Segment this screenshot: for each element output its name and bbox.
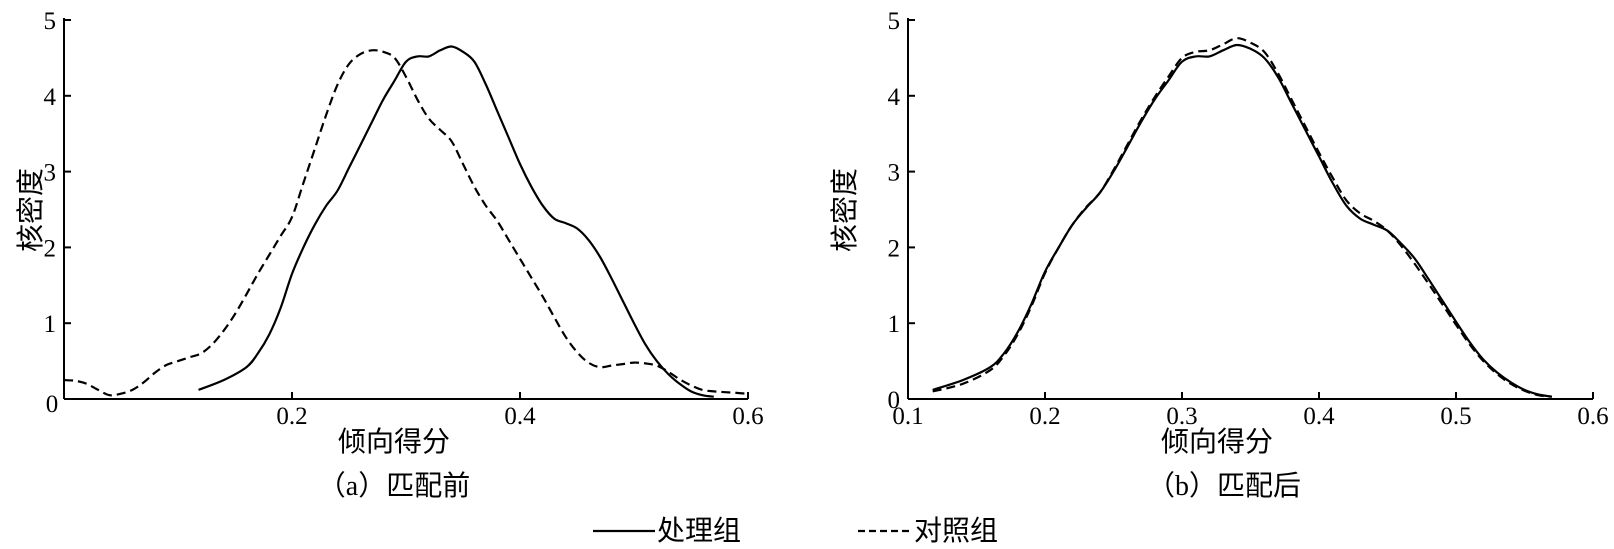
- panel-a-caption: （a）匹配前: [318, 470, 470, 502]
- panel-a-x-tick-label: 0.6: [732, 403, 763, 430]
- panel-b-y-tick-label: 1: [888, 311, 901, 338]
- panel-b-series-treatment-group: [932, 43, 1553, 398]
- panel-a-x-tick-label: 0.2: [276, 403, 307, 430]
- panel-a-series-treatment-group: [198, 45, 714, 398]
- panel-a-before-matching: 1 2 3 4 5 0.2 0.4 0.6 核密度 倾向得分 （a）匹配前 0: [15, 8, 764, 502]
- panel-a-x-axis-title: 倾向得分: [338, 426, 450, 458]
- panel-a-y-tick-label: 3: [44, 160, 57, 187]
- panel-b-x-tick-label: 0.5: [1440, 403, 1471, 430]
- panel-b-y-tick-label: 4: [888, 84, 901, 111]
- panel-a-y-tick-label: 4: [44, 84, 57, 111]
- panel-b-caption: （b）匹配后: [1147, 470, 1301, 502]
- panel-b-x-tick-label: 0.1: [892, 403, 923, 430]
- panel-a-origin-label: 0: [46, 391, 59, 418]
- panel-b-y-tick-label: 5: [888, 8, 901, 35]
- panel-b-after-matching: 0 1 2 3 4 5 0.1 0.2 0.3 0.4 0.5 0.6 核密度 倾向得分 （b）匹配后: [829, 8, 1609, 502]
- panel-b-x-tick-label: 0.2: [1029, 403, 1060, 430]
- panel-b-y-tick-label: 2: [888, 235, 901, 262]
- legend: 处理组 对照组: [593, 515, 998, 547]
- panel-b-plot-area: 0 1 2 3 4 5 0.1 0.2 0.3 0.4 0.5 0.6: [888, 8, 1609, 430]
- panel-a-series-control-group: [63, 49, 749, 397]
- legend-label-treatment: 处理组: [657, 515, 741, 547]
- panel-a-x-tick-label: 0.4: [504, 403, 536, 430]
- panel-b-x-tick-label: 0.3: [1166, 403, 1197, 430]
- panel-b-y-axis-title: 核密度: [829, 168, 861, 252]
- panel-a-y-tick-label: 5: [44, 8, 57, 35]
- panel-a-y-axis-title: 核密度: [15, 168, 47, 252]
- panel-b-series-control-group: [932, 37, 1552, 398]
- panel-b-x-tick-label: 0.4: [1303, 403, 1335, 430]
- panel-b-y-tick-label: 3: [888, 160, 901, 187]
- legend-label-control: 对照组: [914, 515, 998, 547]
- panel-b-x-tick-label: 0.6: [1577, 403, 1608, 430]
- panel-a-plot-area: 1 2 3 4 5 0.2 0.4 0.6: [44, 8, 764, 430]
- panel-a-y-tick-label: 1: [44, 311, 57, 338]
- panel-b-y-tick-label: 0: [888, 387, 901, 414]
- panel-a-y-tick-label: 2: [44, 235, 57, 262]
- panel-b-x-axis-title: 倾向得分: [1161, 426, 1273, 458]
